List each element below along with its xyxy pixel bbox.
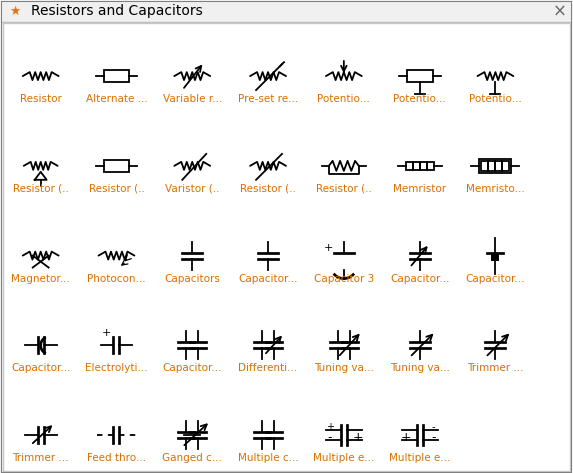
Text: Potentio...: Potentio... [317, 94, 370, 104]
Text: -: - [328, 430, 332, 444]
Bar [104, 70, 129, 82]
Text: Memristor: Memristor [393, 184, 446, 194]
Bar [419, 162, 427, 170]
Bar [481, 161, 488, 171]
Text: Capacitor...: Capacitor... [11, 363, 70, 373]
Bar [1, 1, 572, 21]
Text: Capacitor...: Capacitor... [466, 273, 525, 283]
Text: Capacitors: Capacitors [164, 273, 220, 283]
Bar [480, 159, 511, 173]
Text: Tuning va...: Tuning va... [390, 363, 450, 373]
Bar [503, 161, 509, 171]
Bar [488, 161, 496, 171]
Text: Capacitor 3: Capacitor 3 [313, 273, 374, 283]
Text: Differenti...: Differenti... [238, 363, 298, 373]
Text: Resistor (..: Resistor (.. [316, 184, 372, 194]
Text: ★: ★ [9, 5, 21, 18]
Text: Variable r...: Variable r... [163, 94, 222, 104]
Text: -: - [432, 422, 435, 432]
Text: Multiple e...: Multiple e... [389, 453, 450, 463]
Bar [427, 162, 434, 170]
Bar [406, 162, 413, 170]
Text: Resistor: Resistor [19, 94, 62, 104]
Bar [492, 253, 500, 261]
Text: Trimmer ...: Trimmer ... [13, 453, 69, 463]
Text: Trimmer ...: Trimmer ... [467, 363, 524, 373]
Text: Memristo...: Memristo... [466, 184, 525, 194]
Bar [413, 162, 419, 170]
Text: Resistor (..: Resistor (.. [13, 184, 69, 194]
Text: Ganged c...: Ganged c... [162, 453, 222, 463]
Text: Magnetor...: Magnetor... [11, 273, 70, 283]
Text: Pre-set re...: Pre-set re... [238, 94, 298, 104]
Text: Electrolyti...: Electrolyti... [85, 363, 148, 373]
Text: Capacitor...: Capacitor... [390, 273, 449, 283]
Text: ×: × [552, 2, 566, 20]
Text: Multiple c...: Multiple c... [238, 453, 299, 463]
Text: Resistor (..: Resistor (.. [240, 184, 296, 194]
Text: Photocon...: Photocon... [87, 273, 146, 283]
Bar [496, 161, 503, 171]
Text: Resistor (..: Resistor (.. [89, 184, 144, 194]
Text: Multiple e...: Multiple e... [313, 453, 375, 463]
Text: Tuning va...: Tuning va... [314, 363, 374, 373]
Text: -: - [431, 430, 436, 444]
Bar [407, 70, 433, 82]
Bar [104, 160, 129, 172]
Text: Potentio...: Potentio... [469, 94, 522, 104]
Text: Resistors and Capacitors: Resistors and Capacitors [31, 4, 202, 18]
Text: Capacitor...: Capacitor... [163, 363, 222, 373]
Text: Feed thro...: Feed thro... [87, 453, 146, 463]
Text: +: + [352, 430, 363, 444]
Text: +: + [324, 243, 333, 253]
Text: Capacitor...: Capacitor... [238, 273, 298, 283]
Text: +: + [401, 430, 411, 444]
Text: +: + [326, 422, 334, 432]
Text: Potentio...: Potentio... [393, 94, 446, 104]
Text: +: + [102, 328, 111, 338]
Text: Alternate ...: Alternate ... [85, 94, 147, 104]
Text: Varistor (..: Varistor (.. [165, 184, 219, 194]
